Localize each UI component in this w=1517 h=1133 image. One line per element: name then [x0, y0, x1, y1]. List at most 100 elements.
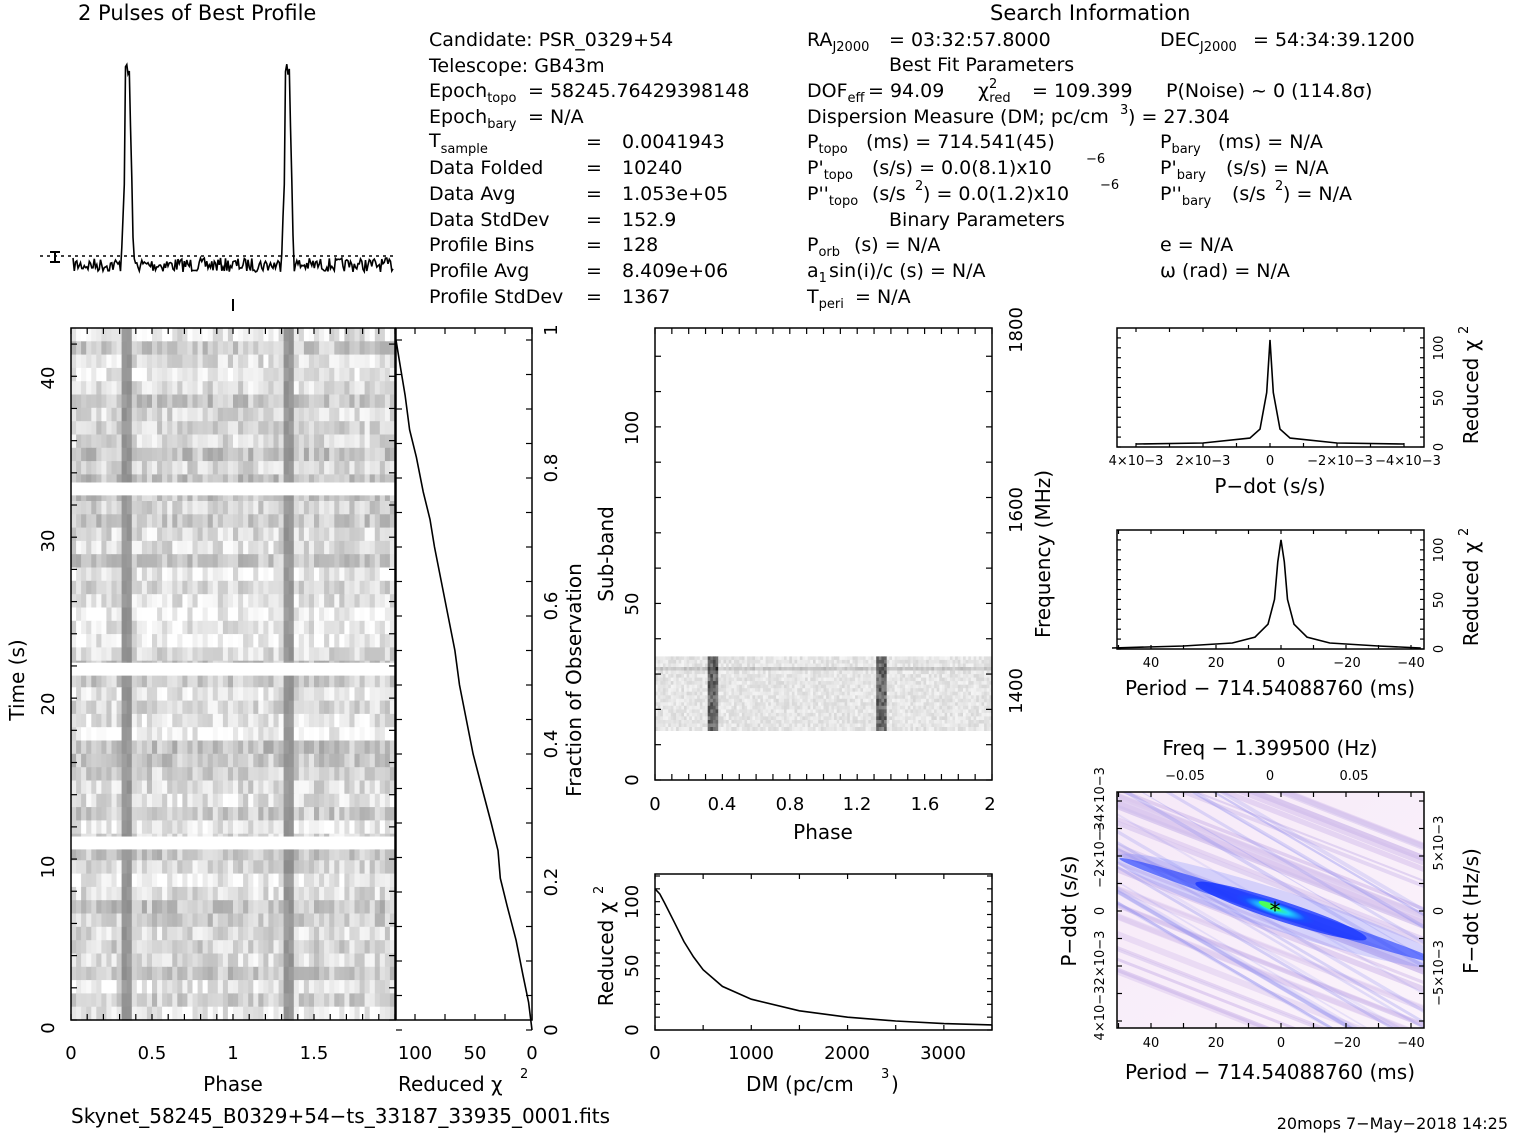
- subband-cell: [760, 667, 764, 671]
- heatmap-cell: [243, 687, 249, 702]
- heatmap-cell: [389, 540, 396, 555]
- heatmap-cell: [379, 1006, 386, 1021]
- heatmap-cell: [136, 1006, 143, 1021]
- heatmap-cell: [298, 501, 305, 515]
- subband-cell: [707, 684, 711, 689]
- heatmap-cell: [298, 354, 305, 369]
- subband-cell: [849, 656, 853, 661]
- heatmap-cell: [76, 926, 82, 941]
- heatmap-cell: [369, 713, 376, 728]
- subband-cell: [707, 674, 711, 679]
- heatmap-cell: [278, 700, 285, 715]
- heatmap-cell: [374, 394, 381, 409]
- heatmap-cell: [243, 993, 249, 1008]
- heatmap-cell: [359, 860, 366, 875]
- subband-cell: [857, 674, 861, 679]
- a1-label: a1: [807, 260, 827, 286]
- subband-cell: [739, 670, 743, 675]
- subband-cell: [755, 663, 759, 668]
- heatmap-cell: [298, 740, 305, 755]
- heatmap-cell: [384, 953, 391, 968]
- heatmap-cell: [202, 820, 209, 835]
- heatmap-cell: [273, 687, 280, 702]
- subband-cell: [970, 688, 974, 693]
- subband-cell: [818, 681, 822, 686]
- subband-cell: [760, 688, 764, 693]
- subband-cell: [986, 681, 990, 686]
- subband-cell: [689, 691, 693, 696]
- heatmap-cell: [349, 594, 356, 609]
- heatmap-cell: [273, 753, 280, 768]
- heatmap-cell: [91, 940, 97, 955]
- subband-cell: [868, 659, 872, 664]
- heatmap-cell: [111, 860, 118, 875]
- heatmap-cell: [207, 328, 214, 342]
- subband-cell: [899, 688, 903, 693]
- heatmap-cell: [253, 447, 259, 462]
- subband-cell: [705, 688, 709, 693]
- subband-cell: [836, 663, 840, 668]
- subband-cell: [694, 688, 698, 693]
- heatmap-cell: [374, 474, 381, 489]
- subband-cell: [689, 674, 693, 679]
- heatmap-cell: [319, 461, 325, 475]
- heatmap-cell: [359, 434, 366, 449]
- heatmap-cell: [344, 554, 351, 569]
- heatmap-cell: [202, 434, 209, 449]
- heatmap-cell: [339, 527, 345, 542]
- heatmap-cell: [314, 713, 320, 728]
- subband-cell: [728, 688, 732, 693]
- heatmap-cell: [172, 367, 178, 382]
- heatmap-cell: [369, 328, 376, 342]
- heatmap-cell: [248, 913, 254, 928]
- heatmap-cell: [379, 447, 386, 462]
- heatmap-cell: [319, 474, 325, 489]
- heatmap-cell: [141, 700, 148, 715]
- subband-cell: [744, 659, 748, 664]
- heatmap-cell: [278, 394, 285, 409]
- subband-heatmap: [655, 656, 993, 731]
- heatmap-cell: [152, 860, 158, 875]
- profile-title: 2 Pulses of Best Profile: [78, 1, 316, 25]
- heatmap-cell: [106, 580, 113, 595]
- heatmap-cell: [227, 461, 234, 475]
- heatmap-cell: [384, 461, 391, 475]
- heatmap-cell: [344, 607, 351, 622]
- subband-cell: [849, 681, 853, 686]
- heatmap-cell: [273, 634, 280, 648]
- profile-bins-value: 128: [622, 234, 658, 256]
- heatmap-cell: [374, 501, 381, 515]
- heatmap-cell: [389, 727, 396, 742]
- pddtopo-label: P''topo: [807, 183, 858, 209]
- heatmap-cell: [379, 913, 386, 928]
- subband-cell: [799, 691, 803, 696]
- heatmap-cell: [238, 780, 244, 795]
- subband-cell: [831, 691, 835, 696]
- heatmap-cell: [319, 900, 325, 915]
- heatmap-cell: [222, 634, 229, 648]
- subband-cell: [741, 659, 745, 664]
- heatmap-cell: [369, 447, 376, 462]
- heatmap-cell: [76, 700, 82, 715]
- heatmap-cell: [202, 594, 209, 609]
- heatmap-cell: [177, 793, 183, 808]
- subband-cell: [878, 659, 882, 664]
- subband-cell: [673, 684, 677, 689]
- phase-tick-1.5: 1.5: [300, 1043, 329, 1064]
- heatmap-cell: [278, 594, 285, 609]
- heatmap-cell: [258, 447, 264, 462]
- heatmap-cell: [71, 740, 77, 755]
- heatmap-cell: [162, 381, 168, 396]
- heatmap-cell: [314, 594, 320, 609]
- subband-cell: [712, 677, 716, 682]
- heatmap-cell: [212, 980, 219, 994]
- heatmap-cell: [344, 381, 351, 396]
- heatmap-cell: [141, 474, 148, 489]
- subband-cell: [860, 656, 864, 661]
- heatmap-cell: [349, 767, 356, 782]
- subband-cell: [936, 667, 940, 671]
- eq-sign: =: [586, 183, 602, 205]
- heatmap-cell: [329, 607, 335, 622]
- frac-tick-0.8: 0.8: [541, 454, 562, 483]
- subband-cell: [920, 667, 924, 671]
